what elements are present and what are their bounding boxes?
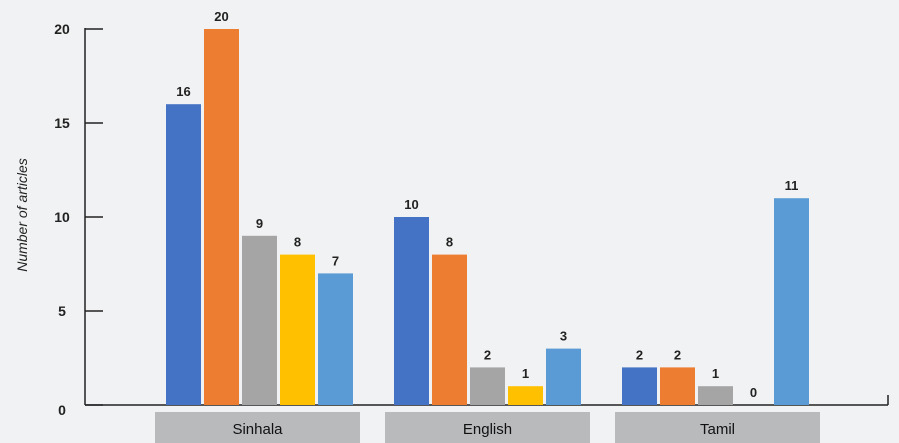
value-label-english-1: 10	[404, 197, 418, 212]
value-label-english-5: 3	[560, 329, 567, 344]
value-label-sinhala-1: 16	[176, 84, 190, 99]
value-label-tamil-4: 0	[750, 385, 757, 400]
bar-tamil-3	[698, 386, 733, 405]
bar-english-4	[508, 386, 543, 405]
bar-sinhala-2	[204, 29, 239, 405]
category-box-sinhala	[155, 412, 360, 443]
bar-tamil-2	[660, 367, 695, 405]
category-label-sinhala: Sinhala	[232, 421, 283, 438]
bar-tamil-1	[622, 367, 657, 405]
bar-sinhala-4	[280, 254, 315, 405]
category-box-tamil	[615, 412, 820, 443]
value-label-sinhala-2: 20	[214, 9, 228, 24]
value-label-english-4: 1	[522, 366, 529, 381]
bar-english-3	[470, 367, 505, 405]
category-box-english	[385, 412, 590, 443]
value-label-sinhala-3: 9	[256, 216, 263, 231]
value-label-english-2: 8	[446, 235, 453, 250]
value-label-sinhala-5: 7	[332, 253, 339, 268]
y-tick-label-20: 20	[54, 21, 70, 37]
y-axis-label: Number of articles	[14, 158, 30, 272]
value-label-sinhala-4: 8	[294, 235, 301, 250]
bars	[166, 29, 809, 405]
bar-english-2	[432, 254, 467, 405]
bar-sinhala-1	[166, 104, 201, 405]
value-label-english-3: 2	[484, 347, 491, 362]
bar-english-1	[394, 217, 429, 405]
y-tick-label-10: 10	[54, 209, 70, 225]
bar-english-5	[546, 348, 581, 405]
y-tick-label-15: 15	[54, 115, 70, 131]
bar-tamil-5	[774, 198, 809, 405]
value-label-tamil-2: 2	[674, 347, 681, 362]
bar-sinhala-3	[242, 235, 277, 405]
category-label-english: English	[463, 421, 512, 438]
category-label-tamil: Tamil	[700, 421, 735, 438]
y-tick-label-5: 5	[58, 303, 66, 319]
y-tick-label-0: 0	[58, 402, 66, 418]
value-label-tamil-5: 11	[785, 178, 799, 193]
value-label-tamil-3: 1	[712, 366, 719, 381]
value-label-tamil-1: 2	[636, 347, 643, 362]
bar-sinhala-5	[318, 273, 353, 405]
